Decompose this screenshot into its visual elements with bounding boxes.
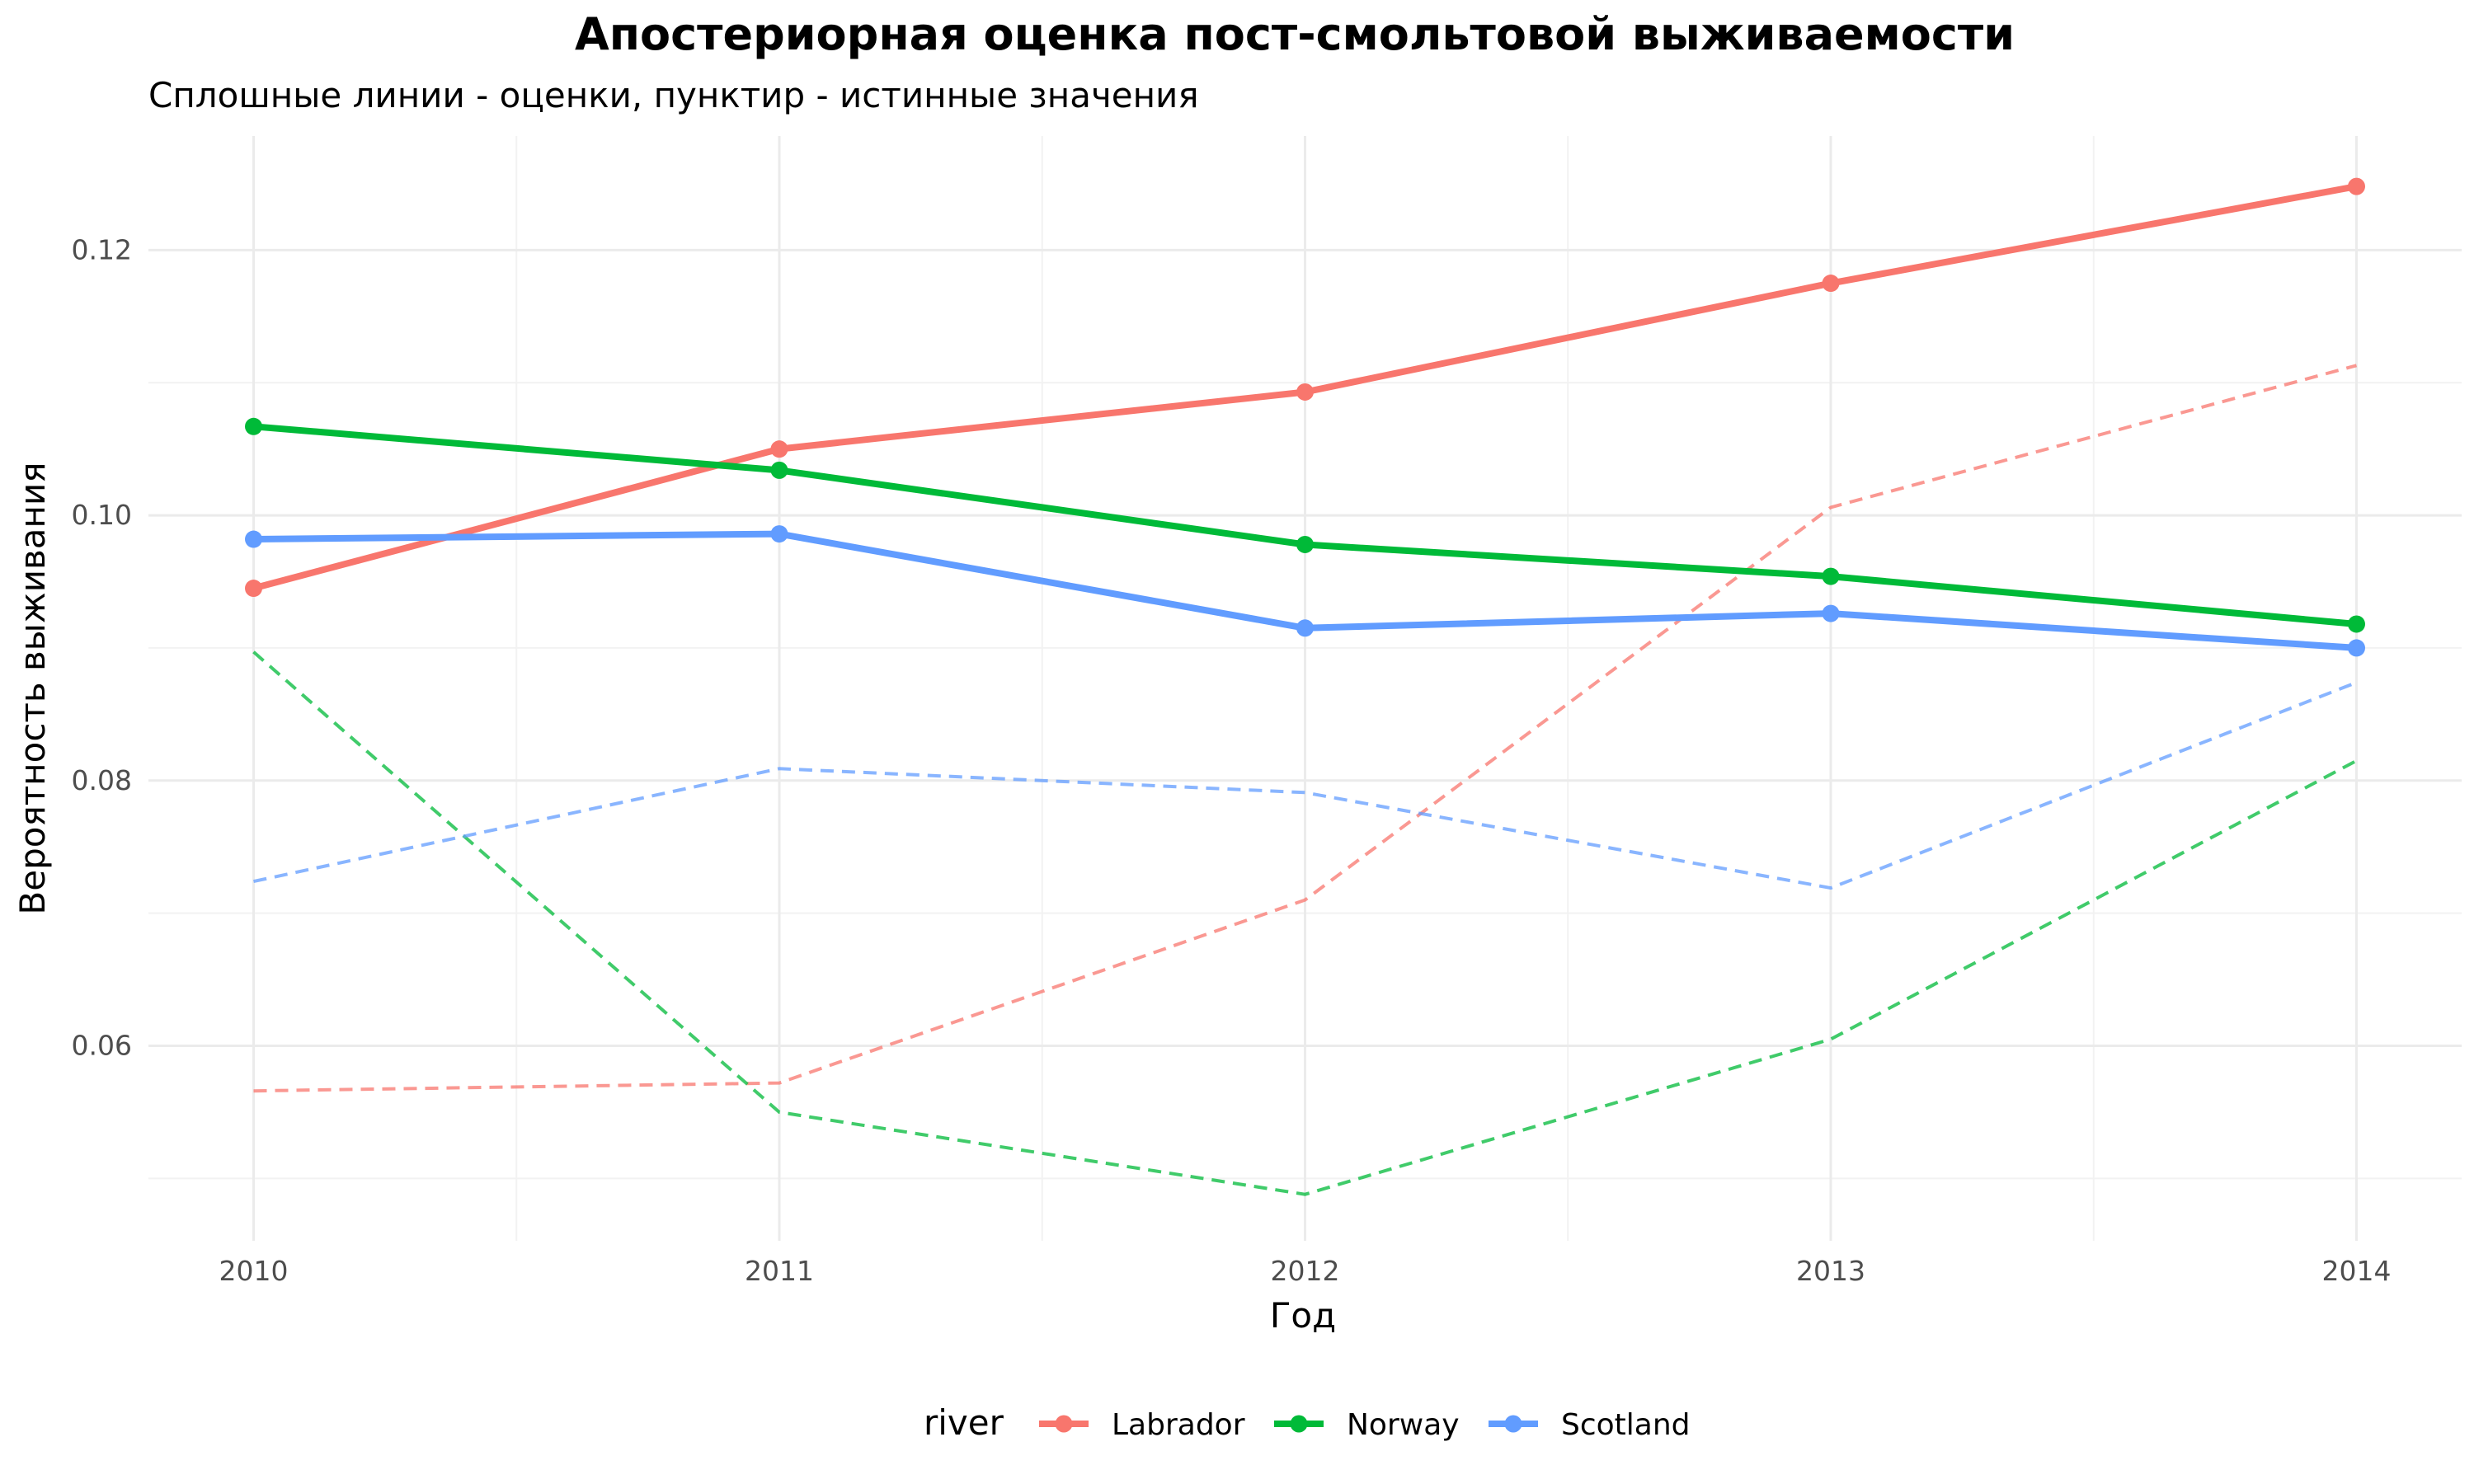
legend-key-point-labrador (1055, 1415, 1073, 1433)
true-value-lines (252, 364, 2358, 1196)
estimate-point-scotland (245, 530, 262, 548)
y-tick-label: 0.08 (72, 764, 132, 796)
estimate-point-scotland (1296, 619, 1314, 637)
estimate-point-norway (1822, 567, 1840, 585)
legend: river Labrador Norway Scotland (924, 1402, 1691, 1443)
estimate-point-norway (1296, 535, 1314, 553)
estimate-point-scotland (2348, 639, 2365, 657)
x-tick-label: 2013 (1796, 1255, 1865, 1287)
y-axis-ticks: 0.06 0.08 0.10 0.12 (72, 233, 132, 1061)
x-tick-label: 2012 (1271, 1255, 1340, 1287)
estimate-point-labrador (1822, 275, 1840, 293)
estimate-point-labrador (1296, 383, 1314, 401)
x-tick-label: 2011 (745, 1255, 814, 1287)
estimate-point-norway (770, 461, 788, 479)
x-axis-title: Год (1270, 1295, 1336, 1336)
estimate-point-labrador (245, 580, 262, 598)
estimate-point-norway (2348, 615, 2365, 633)
y-tick-label: 0.06 (72, 1030, 132, 1062)
estimate-point-scotland (770, 525, 788, 543)
legend-title: river (924, 1402, 1004, 1443)
chart-subtitle: Сплошные линии - оценки, пунктир - истин… (148, 75, 1199, 115)
estimate-point-norway (245, 417, 262, 435)
x-axis-ticks: 2010 2011 2012 2013 2014 (219, 1255, 2392, 1287)
x-tick-label: 2014 (2322, 1255, 2392, 1287)
estimate-point-labrador (770, 440, 788, 458)
estimate-point-labrador (2348, 177, 2365, 195)
legend-item-norway: Norway (1274, 1408, 1460, 1442)
legend-label-labrador: Labrador (1112, 1408, 1245, 1442)
y-axis-title: Вероятность выживания (12, 462, 53, 914)
true-line-labrador (253, 364, 2358, 1093)
legend-item-scotland: Scotland (1489, 1408, 1691, 1442)
grid (148, 136, 2462, 1241)
legend-label-norway: Norway (1347, 1408, 1460, 1442)
estimate-points (245, 177, 2365, 657)
legend-label-scotland: Scotland (1561, 1408, 1691, 1442)
legend-item-labrador: Labrador (1039, 1408, 1245, 1442)
chart-title: Апостериорная оценка пост-смольтовой выж… (575, 8, 2015, 60)
y-tick-label: 0.12 (72, 233, 132, 265)
x-tick-label: 2010 (219, 1255, 289, 1287)
true-line-norway (252, 650, 2358, 1196)
legend-key-point-scotland (1504, 1415, 1522, 1433)
estimate-point-scotland (1822, 604, 1840, 622)
true-line-scotland (253, 680, 2358, 890)
legend-key-point-norway (1290, 1415, 1308, 1433)
y-tick-label: 0.10 (72, 499, 132, 531)
